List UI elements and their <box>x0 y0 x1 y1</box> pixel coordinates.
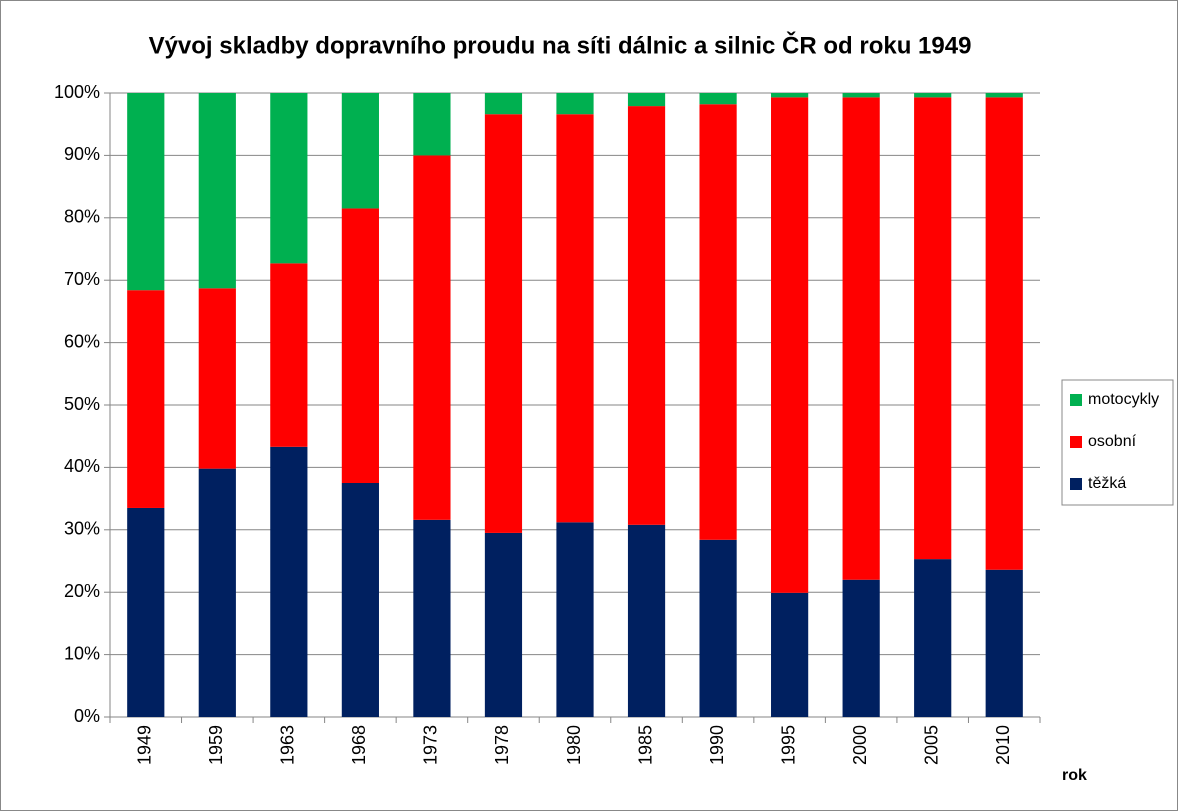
bar-segment <box>985 569 1023 717</box>
bar-segment <box>985 97 1023 570</box>
bar-segment <box>127 93 165 291</box>
bar-segment <box>341 483 379 717</box>
bar-segment <box>842 93 880 98</box>
x-tick-label: 2000 <box>850 725 870 765</box>
x-tick-label: 1995 <box>778 725 798 765</box>
x-tick-label: 1968 <box>349 725 369 765</box>
bar-segment <box>842 579 880 717</box>
bar-segment <box>771 93 809 98</box>
bar-segment <box>985 93 1023 98</box>
bar-segment <box>198 288 236 469</box>
bar-segment <box>198 468 236 717</box>
y-tick-label: 0% <box>74 706 100 726</box>
x-tick-label: 1963 <box>278 725 298 765</box>
bar-segment <box>484 532 523 717</box>
y-tick-label: 30% <box>64 519 100 539</box>
x-axis-label: rok <box>1062 767 1087 784</box>
bar-segment <box>127 507 165 717</box>
y-tick-label: 100% <box>54 82 100 102</box>
bar-segment <box>270 93 308 264</box>
bar-segment <box>914 559 952 717</box>
x-tick-label: 1959 <box>206 725 226 765</box>
bar-segment <box>556 522 594 717</box>
bar-segment <box>127 290 165 508</box>
x-tick-label: 1978 <box>492 725 512 765</box>
y-tick-label: 90% <box>64 144 100 164</box>
x-tick-label: 2010 <box>993 725 1013 765</box>
bar-segment <box>341 208 379 483</box>
y-tick-label: 10% <box>64 643 100 663</box>
x-tick-label: 1980 <box>564 725 584 765</box>
bar-segment <box>699 539 737 717</box>
bar-segment <box>914 97 952 560</box>
legend-label: těžká <box>1088 475 1126 492</box>
y-tick-label: 70% <box>64 269 100 289</box>
bar-segment <box>270 446 308 717</box>
bar-segment <box>842 97 880 580</box>
legend-swatch <box>1070 478 1082 490</box>
bar-segment <box>484 114 523 533</box>
legend-swatch <box>1070 436 1082 448</box>
x-tick-label: 1973 <box>421 725 441 765</box>
bar-segment <box>413 93 451 156</box>
legend-label: osobní <box>1088 433 1137 450</box>
bar-segment <box>413 519 451 717</box>
x-tick-label: 1949 <box>135 725 155 765</box>
bar-segment <box>341 93 379 209</box>
y-tick-label: 40% <box>64 456 100 476</box>
y-tick-label: 20% <box>64 581 100 601</box>
bar-segment <box>556 114 594 523</box>
chart-title: Vývoj skladby dopravního proudu na síti … <box>149 31 972 59</box>
bar-segment <box>627 93 666 107</box>
x-tick-label: 1990 <box>707 725 727 765</box>
legend-label: motocykly <box>1088 391 1159 408</box>
bar-segment <box>413 155 451 520</box>
y-tick-label: 50% <box>64 394 100 414</box>
bar-segment <box>914 93 952 98</box>
bar-segment <box>699 93 737 105</box>
x-tick-label: 2005 <box>921 725 941 765</box>
bar-segment <box>556 93 594 115</box>
bar-segment <box>771 97 809 593</box>
legend-swatch <box>1070 394 1082 406</box>
bar-segment <box>771 592 809 717</box>
bar-segment <box>270 263 308 447</box>
bar-segment <box>484 93 523 115</box>
bar-segment <box>699 104 737 540</box>
x-tick-label: 1985 <box>635 725 655 765</box>
bar-segment <box>627 106 666 525</box>
y-tick-label: 80% <box>64 207 100 227</box>
y-tick-label: 60% <box>64 331 100 351</box>
bar-segment <box>198 93 236 289</box>
bar-segment <box>627 524 666 717</box>
